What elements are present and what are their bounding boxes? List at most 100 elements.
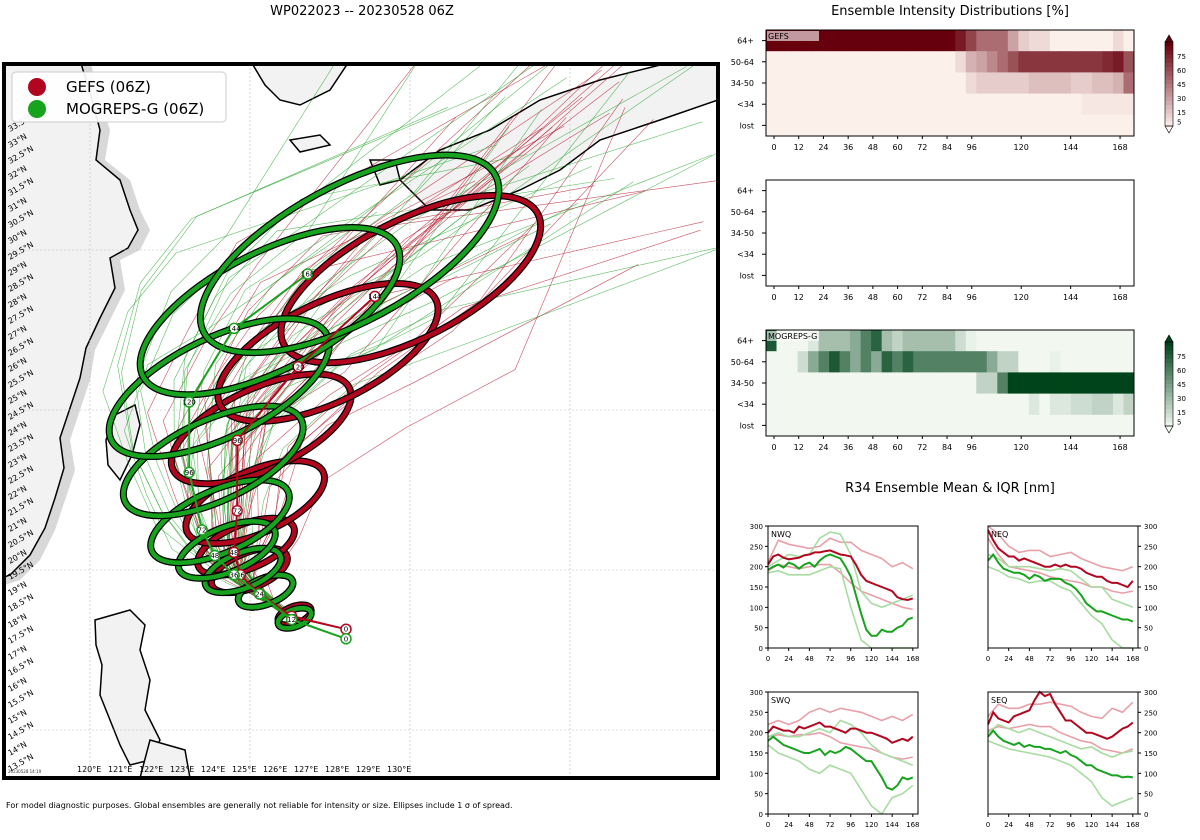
heat-cell <box>829 114 840 137</box>
heat-cell <box>797 372 809 394</box>
r34-x-label: 48 <box>805 655 814 663</box>
heat-cell <box>1112 93 1124 116</box>
heat-cell <box>923 51 935 73</box>
heat-cell <box>818 114 830 137</box>
r34-x-label: 0 <box>986 655 990 663</box>
track-hour-label: 120 <box>291 363 304 371</box>
r34-y-label: 50 <box>754 625 763 633</box>
ellipse-gefs-120 <box>215 281 441 424</box>
legend-mogreps-marker <box>28 100 46 118</box>
heat-cell <box>902 93 914 116</box>
r34-series-line <box>987 565 1133 649</box>
heat-row-label: 50-64 <box>731 58 754 67</box>
heat-cell <box>787 351 798 373</box>
heat-cell <box>766 114 777 137</box>
heat-cell <box>1102 393 1114 416</box>
luzon-island <box>94 609 191 778</box>
heat-col-label: 48 <box>868 143 878 152</box>
heat-cell <box>923 114 935 137</box>
track-hour-label: 48 <box>210 552 219 560</box>
heat-cell <box>892 30 904 52</box>
r34-y-label: 300 <box>1144 523 1157 531</box>
r34-x-label: 96 <box>1066 821 1075 829</box>
heat-col-label: 168 <box>1112 293 1127 302</box>
r34-x-label: 96 <box>846 655 855 663</box>
heat-cell <box>1039 351 1051 373</box>
r34-y-label: 300 <box>750 689 763 697</box>
heat-cell <box>965 330 977 352</box>
heat-cell <box>1070 114 1082 137</box>
gefs-heatmap: 64+ 50-64 34-50 <34 lost 0 12 24 36 48 60 72 84 96 120… <box>731 29 1186 152</box>
heat-col-label: 60 <box>893 143 903 152</box>
r34-x-label: 168 <box>1126 821 1139 829</box>
heat-cell <box>934 93 946 116</box>
heat-row-label: lost <box>740 121 754 130</box>
r34-series-line <box>987 529 1134 589</box>
track-hour-label: 0 <box>344 635 348 643</box>
r34-x-label: 48 <box>1025 655 1034 663</box>
colorbar-segment <box>1165 379 1173 385</box>
colorbar-segment <box>1165 121 1173 127</box>
colorbar-segment <box>1165 358 1173 364</box>
heat-model-label-bg <box>767 331 819 341</box>
track-point <box>231 505 243 517</box>
heat-cell <box>839 93 851 116</box>
heat-cell <box>1028 30 1040 52</box>
colorbar-label: 60 <box>1177 67 1186 75</box>
heat-cell <box>1049 351 1061 373</box>
heat-cell <box>1060 351 1072 373</box>
heat-cell <box>1039 393 1051 416</box>
heat-cell <box>923 372 935 394</box>
heat-cell <box>986 51 998 73</box>
r34-y-label: 300 <box>1144 689 1157 697</box>
heat-cell <box>892 351 904 373</box>
heat-cell <box>1102 51 1114 73</box>
heat-cell <box>1102 330 1114 352</box>
track-point <box>209 549 221 562</box>
heat-cell <box>1081 414 1093 437</box>
heat-cell <box>997 93 1009 116</box>
heat-cell <box>955 93 967 116</box>
heat-cell <box>955 51 967 73</box>
heat-cell <box>1070 372 1082 394</box>
r34-x-label: 168 <box>1126 655 1139 663</box>
heat-cell <box>892 114 904 137</box>
heat-row-label: lost <box>740 421 754 430</box>
heat-cell <box>818 93 830 116</box>
colorbar-segment <box>1165 71 1173 77</box>
r34-series-line <box>767 735 914 791</box>
heat-cell <box>902 72 914 94</box>
heat-cell <box>797 351 809 373</box>
lon-tick-label: 121°E <box>108 765 132 774</box>
ellipse-gefs-144 <box>278 193 543 365</box>
heat-cell <box>965 30 977 52</box>
heat-row-label: <34 <box>737 250 754 259</box>
colorbar-segment <box>1165 375 1173 381</box>
heat-cell <box>850 372 862 394</box>
r34-swq-panel: 0 50 100 150 200 250 300 0 24 48 72 96 120 144 168 SWQ <box>750 689 920 829</box>
r34-nwq-panel: 0 50 100 150 200 250 300 0 24 48 72 96 120 144 168 NWQ <box>750 523 920 663</box>
heat-cell <box>944 30 956 52</box>
r34-y-label: 100 <box>750 770 763 778</box>
colorbar-label: 75 <box>1177 353 1186 361</box>
heat-model-label: GEFS <box>768 32 789 41</box>
r34-x-label: 48 <box>1025 821 1034 829</box>
colorbar-segment <box>1165 46 1173 51</box>
heat-cell <box>766 393 777 416</box>
heat-cell <box>986 30 998 52</box>
lon-tick-label: 123°E <box>170 765 194 774</box>
heat-cell <box>1049 93 1061 116</box>
heat-cell <box>1060 393 1072 416</box>
heat-col-label: 12 <box>794 293 804 302</box>
heat-cell <box>850 51 862 73</box>
heat-row-label: 64+ <box>737 187 754 196</box>
heat-model-label-bg <box>767 31 819 41</box>
heat-cell <box>829 351 840 373</box>
heat-cell <box>986 414 998 437</box>
heat-cell <box>976 93 988 116</box>
colorbar-segment <box>1165 84 1173 89</box>
heat-col-label: 48 <box>868 443 878 452</box>
r34-series-line <box>987 552 1134 623</box>
colorbar-label: 75 <box>1177 53 1186 61</box>
heat-row-label: 34-50 <box>731 379 754 388</box>
